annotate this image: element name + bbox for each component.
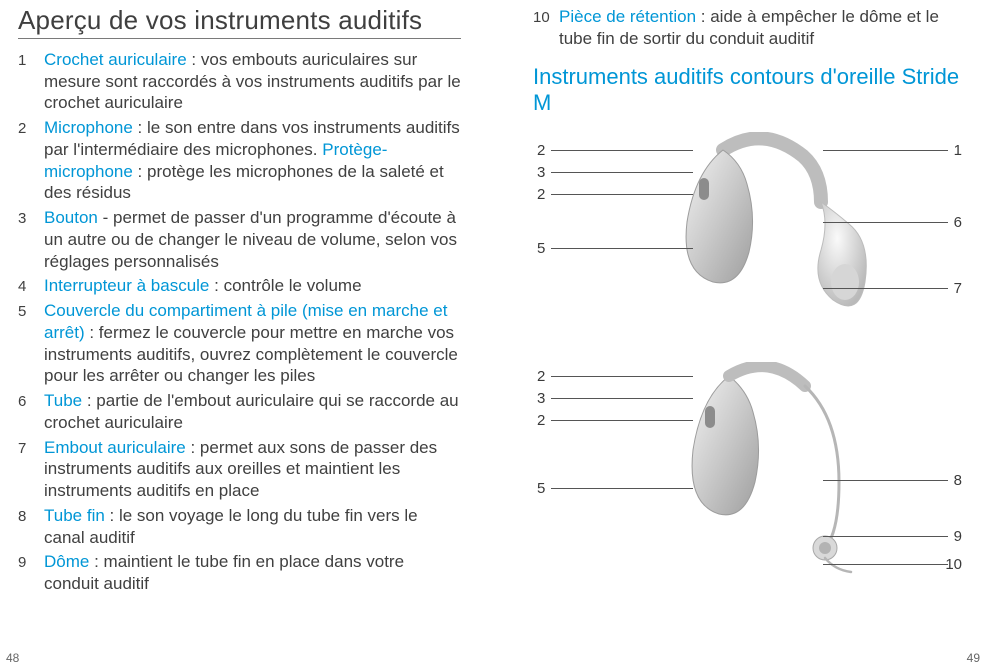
callout-number: 7 [954, 280, 962, 297]
page-number-left: 48 [6, 651, 19, 665]
part-sep: : [89, 552, 103, 571]
part-item: 5Couvercle du compartiment à pile (mise … [18, 300, 461, 387]
part-desc: contrôle le volume [224, 276, 362, 295]
callout-line [551, 150, 693, 151]
part-term: Bouton [44, 208, 98, 227]
callout-number: 2 [537, 368, 545, 385]
part-item: 7Embout auriculaire : permet aux sons de… [18, 437, 461, 502]
callout-line [823, 564, 948, 565]
part-item: 10 Pièce de rétention : aide à empêcher … [533, 6, 962, 50]
part-number: 6 [18, 392, 38, 411]
callout-number: 5 [537, 240, 545, 257]
callout-line [551, 376, 693, 377]
callout-number: 6 [954, 214, 962, 231]
part-sep: : [105, 506, 119, 525]
callout-line [551, 420, 693, 421]
part-sep: - [98, 208, 113, 227]
part-number: 8 [18, 507, 38, 526]
part-term: Dôme [44, 552, 89, 571]
diagram-heading: Instruments auditifs contours d'oreille … [533, 64, 962, 117]
part-number: 3 [18, 209, 38, 228]
callout-number: 2 [537, 186, 545, 203]
callout-number: 3 [537, 164, 545, 181]
page-spread: Aperçu de vos instruments auditifs 1 Croc… [0, 0, 986, 669]
part-number: 5 [18, 302, 38, 321]
page-number-right: 49 [967, 651, 980, 665]
title-rule [18, 38, 461, 39]
part-term: Pièce de rétention [559, 7, 696, 26]
part-number: 9 [18, 553, 38, 572]
part-sep: : [85, 323, 99, 342]
callout-line [551, 488, 693, 489]
part-item: 1Crochet auriculaire : vos embouts auric… [18, 49, 461, 114]
diagram-bottom: 2 3 2 5 8 9 10 [533, 352, 962, 574]
part-term: Crochet auriculaire [44, 50, 187, 69]
part-item: 4 Interrupteur à bascule : contrôle le vo… [18, 275, 461, 297]
callout-number: 8 [954, 472, 962, 489]
left-page: Aperçu de vos instruments auditifs 1 Croc… [0, 0, 493, 669]
part-item: 9Dôme : maintient le tube fin en place d… [18, 551, 461, 595]
callout-line [551, 194, 693, 195]
part-term: Interrupteur à bascule [44, 276, 209, 295]
part-number: 1 [18, 51, 38, 70]
part-item: 2Microphone : le son entre dans vos inst… [18, 117, 461, 204]
callout-number: 2 [537, 142, 545, 159]
callout-number: 10 [945, 556, 962, 573]
callout-line [823, 150, 948, 151]
callout-line [823, 222, 948, 223]
callout-line [823, 536, 948, 537]
part-number: 10 [533, 8, 553, 27]
callout-number: 5 [537, 480, 545, 497]
part-sep: : [133, 118, 147, 137]
diagram-top: 2 3 2 5 1 6 7 [533, 122, 962, 352]
part-sep: : [209, 276, 223, 295]
part-number: 2 [18, 119, 38, 138]
part-sep: : [186, 438, 200, 457]
part-item: 3Bouton - permet de passer d'un programm… [18, 207, 461, 272]
callout-line [551, 172, 693, 173]
callout-number: 9 [954, 528, 962, 545]
part-sep: : [696, 7, 710, 26]
part-term: Tube fin [44, 506, 105, 525]
part-item: 8Tube fin : le son voyage le long du tub… [18, 505, 461, 549]
callout-line [551, 398, 693, 399]
callout-line [823, 480, 948, 481]
right-page: 10 Pièce de rétention : aide à empêcher … [493, 0, 986, 669]
part-number: 7 [18, 439, 38, 458]
part-term: Tube [44, 391, 82, 410]
callout-number: 2 [537, 412, 545, 429]
callout-line [551, 248, 693, 249]
hearing-aid-with-earmold-icon [653, 132, 873, 342]
part-desc: fermez le couvercle pour mettre en march… [44, 323, 458, 386]
part-desc: partie de l'embout auriculaire qui se ra… [44, 391, 459, 432]
part-sep: : [133, 162, 147, 181]
part-sep: : [82, 391, 96, 410]
parts-list: 1Crochet auriculaire : vos embouts auric… [18, 49, 461, 595]
part-sep: : [187, 50, 201, 69]
hearing-aid-with-thin-tube-icon [653, 362, 873, 584]
part-term: Microphone [44, 118, 133, 137]
page-title: Aperçu de vos instruments auditifs [18, 6, 461, 36]
part-item: 6 Tube : partie de l'embout auriculaire q… [18, 390, 461, 434]
parts-list-continued: 10 Pièce de rétention : aide à empêcher … [533, 6, 962, 50]
callout-number: 3 [537, 390, 545, 407]
callout-line [823, 288, 948, 289]
part-term: Embout auriculaire [44, 438, 186, 457]
callout-number: 1 [954, 142, 962, 159]
part-number: 4 [18, 277, 38, 296]
